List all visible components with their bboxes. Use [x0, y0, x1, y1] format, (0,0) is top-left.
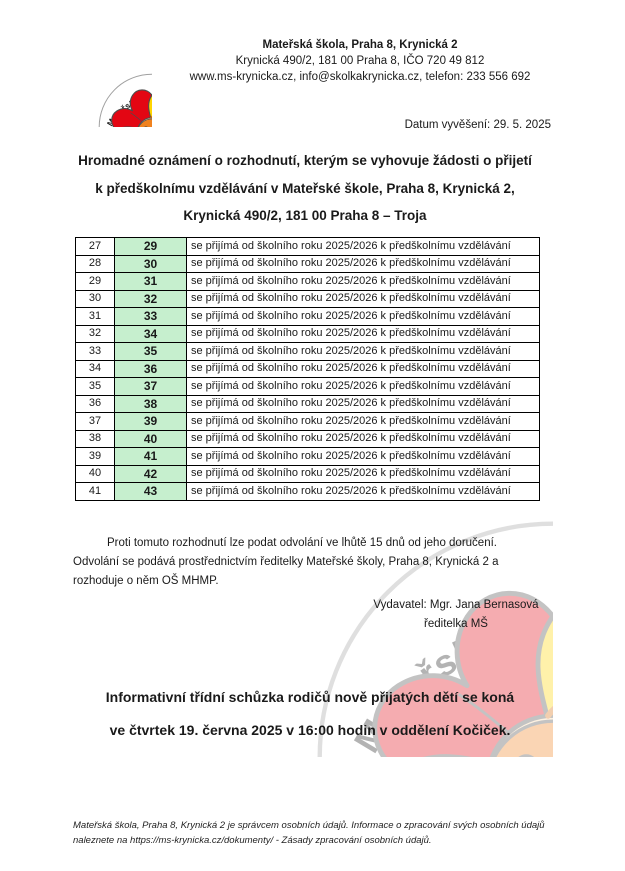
row-serial-number: 28: [75, 254, 115, 273]
appeal-line: Odvolání se podává prostřednictvím ředit…: [73, 556, 499, 569]
decision-text: se přijímá od školního roku 2025/2026 k …: [186, 359, 540, 378]
title-line: Hromadné oznámení o rozhodnutí, kterým s…: [78, 153, 532, 168]
table-row: 32 34 se přijímá od školního roku 2025/202…: [75, 324, 540, 343]
registration-number: 39: [114, 412, 187, 431]
registration-number: 41: [114, 447, 187, 466]
decision-text: se přijímá od školního roku 2025/2026 k …: [186, 307, 540, 326]
gdpr-footer: Mateřská škola, Praha 8, Krynická 2 je s…: [73, 819, 608, 848]
decision-text: se přijímá od školního roku 2025/2026 k …: [186, 377, 540, 396]
table-row: 28 30 se přijímá od školního roku 2025/202…: [75, 254, 540, 273]
school-logo: [42, 17, 152, 127]
row-serial-number: 39: [75, 447, 115, 466]
decision-text: se přijímá od školního roku 2025/2026 k …: [186, 447, 540, 466]
table-row: 29 31 se přijímá od školního roku 2025/202…: [75, 272, 540, 291]
decision-text: se přijímá od školního roku 2025/2026 k …: [186, 482, 540, 501]
row-serial-number: 35: [75, 377, 115, 396]
row-serial-number: 30: [75, 289, 115, 308]
registration-number: 36: [114, 359, 187, 378]
row-serial-number: 36: [75, 394, 115, 413]
table-row: 41 43 se přijímá od školního roku 2025/202…: [75, 482, 540, 501]
registration-number: 37: [114, 377, 187, 396]
decision-text: se přijímá od školního roku 2025/2026 k …: [186, 324, 540, 343]
row-serial-number: 32: [75, 324, 115, 343]
row-serial-number: 41: [75, 482, 115, 501]
announcement-line: Informativní třídní schůzka rodičů nově …: [105, 689, 515, 705]
registration-number: 29: [114, 237, 187, 256]
posting-date: Datum vyvěšení: 29. 5. 2025: [404, 119, 551, 131]
decision-text: se přijímá od školního roku 2025/2026 k …: [186, 394, 540, 413]
school-contact: www.ms-krynicka.cz, info@skolkakrynicka.…: [189, 71, 531, 83]
title-line: k předškolnímu vzdělávání v Mateřské ško…: [95, 180, 515, 196]
appeal-line: rozhoduje o něm OŠ MHMP.: [73, 575, 219, 588]
decision-text: se přijímá od školního roku 2025/2026 k …: [186, 272, 540, 291]
row-serial-number: 34: [75, 359, 115, 378]
registration-number: 32: [114, 289, 187, 308]
registration-number: 34: [114, 324, 187, 343]
document-title: Hromadné oznámení o rozhodnutí, kterým s…: [55, 147, 555, 230]
registration-number: 33: [114, 307, 187, 326]
row-serial-number: 37: [75, 412, 115, 431]
issuer-role: ředitelka MŠ: [424, 617, 488, 630]
appeal-line: Proti tomuto rozhodnutí lze podat odvolá…: [107, 537, 497, 549]
registration-number: 35: [114, 342, 187, 361]
registration-number: 31: [114, 272, 187, 291]
row-serial-number: 31: [75, 307, 115, 326]
admission-table: 27 29 se přijímá od školního roku 2025/202…: [75, 237, 540, 501]
row-serial-number: 38: [75, 429, 115, 448]
table-row: 37 39 se přijímá od školního roku 2025/202…: [75, 412, 540, 431]
footer-line: Mateřská škola, Praha 8, Krynická 2 je s…: [73, 820, 545, 831]
school-address: Krynická 490/2, 181 00 Praha 8, IČO 720 …: [235, 55, 485, 67]
letterhead: Mateřská škola, Praha 8, Krynická 2 Kryn…: [155, 37, 565, 85]
row-serial-number: 33: [75, 342, 115, 361]
decision-text: se přijímá od školního roku 2025/2026 k …: [186, 412, 540, 431]
footer-line: naleznete na https://ms-krynicka.cz/doku…: [73, 834, 432, 846]
table-row: 39 41 se přijímá od školního roku 2025/202…: [75, 447, 540, 466]
registration-number: 30: [114, 254, 187, 273]
registration-number: 40: [114, 429, 187, 448]
admission-table-body: 27 29 se přijímá od školního roku 2025/202…: [75, 237, 540, 501]
decision-text: se přijímá od školního roku 2025/2026 k …: [186, 254, 540, 273]
table-row: 36 38 se přijímá od školního roku 2025/202…: [75, 394, 540, 413]
title-line: Krynická 490/2, 181 00 Praha 8 – Troja: [183, 208, 427, 223]
decision-text: se přijímá od školního roku 2025/2026 k …: [186, 464, 540, 483]
decision-text: se přijímá od školního roku 2025/2026 k …: [186, 429, 540, 448]
table-row: 31 33 se přijímá od školního roku 2025/202…: [75, 307, 540, 326]
announcement-line: ve čtvrtek 19. června 2025 v 16:00 hodin…: [109, 722, 511, 738]
table-row: 40 42 se přijímá od školního roku 2025/202…: [75, 464, 540, 483]
table-row: 30 32 se přijímá od školního roku 2025/202…: [75, 289, 540, 308]
registration-number: 42: [114, 464, 187, 483]
table-row: 33 35 se přijímá od školního roku 2025/202…: [75, 342, 540, 361]
table-row: 38 40 se přijímá od školního roku 2025/202…: [75, 429, 540, 448]
table-row: 27 29 se přijímá od školního roku 2025/202…: [75, 237, 540, 256]
row-serial-number: 29: [75, 272, 115, 291]
issuer-name: Vydavatel: Mgr. Jana Bernasová: [373, 599, 539, 611]
meeting-announcement: Informativní třídní schůzka rodičů nově …: [55, 681, 565, 747]
row-serial-number: 40: [75, 464, 115, 483]
issuer-block: Vydavatel: Mgr. Jana Bernasová ředitelka…: [373, 596, 539, 633]
decision-text: se přijímá od školního roku 2025/2026 k …: [186, 237, 540, 256]
decision-text: se přijímá od školního roku 2025/2026 k …: [186, 289, 540, 308]
table-row: 35 37 se přijímá od školního roku 2025/202…: [75, 377, 540, 396]
appeal-paragraph: Proti tomuto rozhodnutí lze podat odvolá…: [73, 534, 543, 592]
table-row: 34 36 se přijímá od školního roku 2025/202…: [75, 359, 540, 378]
row-serial-number: 27: [75, 237, 115, 256]
school-name: Mateřská škola, Praha 8, Krynická 2: [262, 39, 458, 51]
decision-text: se přijímá od školního roku 2025/2026 k …: [186, 342, 540, 361]
registration-number: 43: [114, 482, 187, 501]
registration-number: 38: [114, 394, 187, 413]
